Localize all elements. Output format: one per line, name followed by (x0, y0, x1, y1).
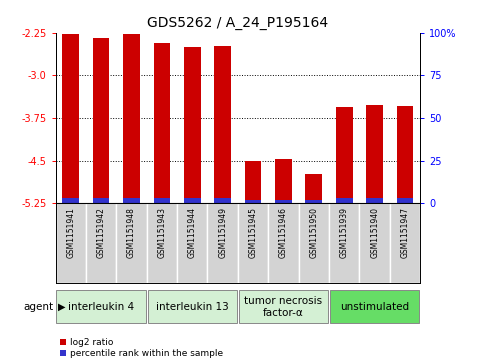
Bar (329, 203, 359, 283)
Bar (62, 198, 79, 203)
Bar (366, 106, 383, 203)
Bar (366, 198, 383, 203)
Bar (239, 290, 328, 323)
Text: GSM1151940: GSM1151940 (370, 207, 379, 258)
Text: unstimulated: unstimulated (340, 302, 409, 312)
Text: GSM1151939: GSM1151939 (340, 207, 349, 258)
Bar (214, 46, 231, 203)
Text: GSM1151947: GSM1151947 (400, 207, 410, 258)
Text: GSM1151942: GSM1151942 (97, 207, 106, 258)
Bar (245, 200, 261, 203)
Text: ▶: ▶ (58, 302, 66, 312)
Bar (184, 198, 200, 203)
Bar (208, 203, 238, 283)
Bar (62, 34, 79, 203)
Bar (154, 44, 170, 203)
Bar (238, 203, 268, 283)
Text: GSM1151943: GSM1151943 (157, 207, 167, 258)
Bar (275, 159, 292, 203)
Bar (57, 290, 146, 323)
Bar (275, 200, 292, 203)
Bar (268, 203, 298, 283)
Bar (298, 203, 329, 283)
Bar (123, 34, 140, 203)
Bar (305, 200, 322, 203)
Bar (359, 203, 390, 283)
Text: GSM1151941: GSM1151941 (66, 207, 75, 258)
Bar (390, 203, 420, 283)
Bar (93, 38, 110, 203)
Bar (330, 290, 419, 323)
Text: GSM1151945: GSM1151945 (249, 207, 257, 258)
Bar (154, 198, 170, 203)
Text: GSM1151948: GSM1151948 (127, 207, 136, 258)
Bar (148, 290, 237, 323)
Text: GSM1151946: GSM1151946 (279, 207, 288, 258)
Bar (177, 203, 208, 283)
Bar (93, 198, 110, 203)
Bar (214, 198, 231, 203)
Bar (245, 160, 261, 203)
Bar (56, 203, 86, 283)
Text: interleukin 4: interleukin 4 (68, 302, 134, 312)
Text: GSM1151949: GSM1151949 (218, 207, 227, 258)
Text: GSM1151950: GSM1151950 (309, 207, 318, 258)
Bar (147, 203, 177, 283)
Bar (397, 106, 413, 203)
Text: tumor necrosis
factor-α: tumor necrosis factor-α (244, 296, 323, 318)
Bar (305, 174, 322, 203)
Bar (184, 47, 200, 203)
Bar (86, 203, 116, 283)
Bar (397, 198, 413, 203)
Bar (336, 198, 353, 203)
Bar (123, 198, 140, 203)
Bar (116, 203, 147, 283)
Legend: log2 ratio, percentile rank within the sample: log2 ratio, percentile rank within the s… (60, 338, 223, 359)
Text: interleukin 13: interleukin 13 (156, 302, 228, 312)
Text: GSM1151944: GSM1151944 (188, 207, 197, 258)
Text: agent: agent (23, 302, 53, 312)
Bar (336, 107, 353, 203)
Title: GDS5262 / A_24_P195164: GDS5262 / A_24_P195164 (147, 16, 328, 30)
